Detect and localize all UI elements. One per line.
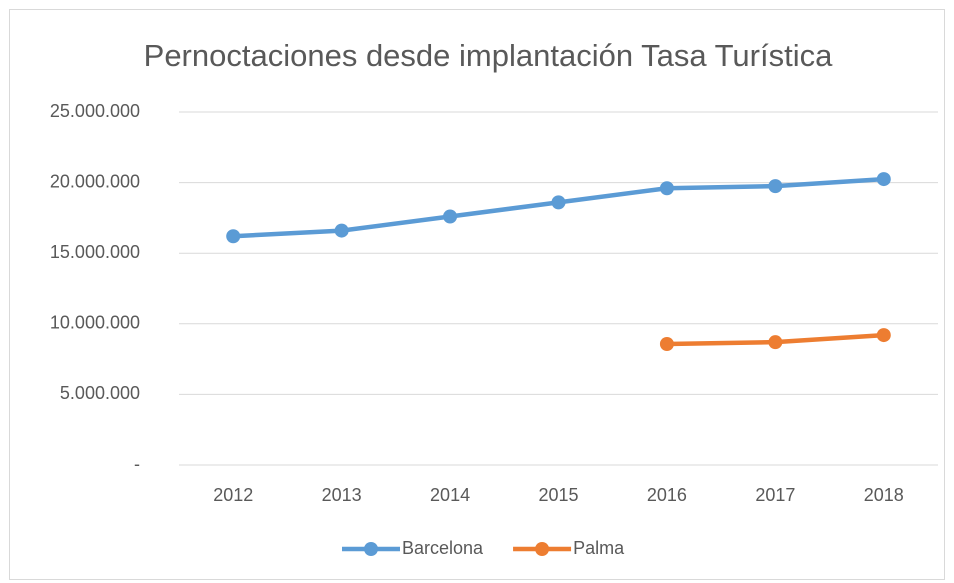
chart-title: Pernoctaciones desde implantación Tasa T… xyxy=(144,38,833,73)
legend-marker xyxy=(364,542,378,556)
x-tick-label: 2018 xyxy=(864,485,904,505)
x-tick-label: 2014 xyxy=(430,485,470,505)
legend-label: Barcelona xyxy=(402,538,484,558)
y-tick-label: 20.000.000 xyxy=(50,171,140,191)
y-tick-label: 25.000.000 xyxy=(50,101,140,121)
chart-border xyxy=(9,9,945,580)
data-point xyxy=(226,229,241,244)
y-tick-label: 15.000.000 xyxy=(50,242,140,262)
data-point xyxy=(659,181,674,196)
data-point xyxy=(876,172,891,187)
x-tick-label: 2015 xyxy=(538,485,578,505)
y-tick-label: 10.000.000 xyxy=(50,313,140,333)
x-tick-label: 2016 xyxy=(647,485,687,505)
y-tick-label: 5.000.000 xyxy=(60,383,140,403)
data-point xyxy=(334,223,349,238)
x-tick-label: 2017 xyxy=(755,485,795,505)
data-point xyxy=(768,179,783,194)
data-point xyxy=(659,336,674,351)
legend-marker xyxy=(535,542,550,556)
y-tick-label: - xyxy=(134,454,140,474)
data-point xyxy=(768,335,783,350)
x-tick-label: 2012 xyxy=(213,485,253,505)
legend-label: Palma xyxy=(573,538,625,558)
x-tick-label: 2013 xyxy=(322,485,362,505)
data-point xyxy=(551,195,566,210)
data-point xyxy=(876,328,891,343)
data-point xyxy=(443,209,458,224)
